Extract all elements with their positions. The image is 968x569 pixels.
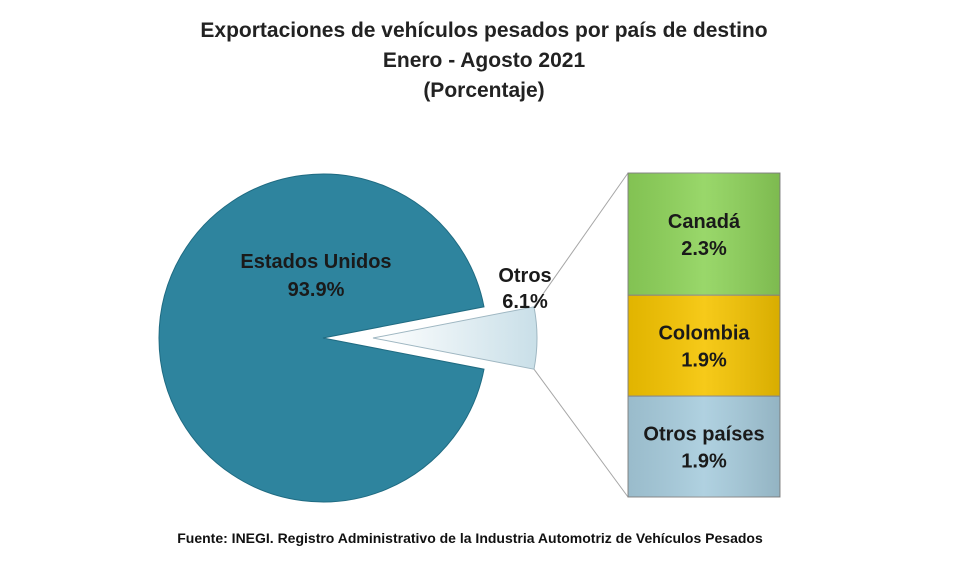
bar-segment-shading xyxy=(628,396,780,497)
chart-titles: Exportaciones de vehículos pesados por p… xyxy=(0,16,968,106)
bar-segment-shading xyxy=(628,295,780,397)
chart-source: Fuente: INEGI. Registro Administrativo d… xyxy=(177,530,763,546)
chart-title: Exportaciones de vehículos pesados por p… xyxy=(200,19,768,42)
pie-slice-otros xyxy=(372,306,538,370)
pie-slice-estados-unidos xyxy=(158,173,485,503)
bar-segment-shading xyxy=(628,173,780,296)
bar-label-canada: Canadá 2.3% xyxy=(668,211,741,260)
connector-line-top xyxy=(533,172,629,308)
chart-unit-label: (Porcentaje) xyxy=(423,79,545,102)
pie-label-estados-unidos: Estados Unidos 93.9% xyxy=(240,251,391,301)
bar-label-colombia: Colombia 1.9% xyxy=(658,323,750,372)
bar-label-otros-paises: Otros países 1.9% xyxy=(643,424,764,473)
pie-label-otros: Otros 6.1% xyxy=(498,265,551,313)
connector-line-bottom xyxy=(533,368,629,498)
chart-subtitle: Enero - Agosto 2021 xyxy=(382,49,586,72)
